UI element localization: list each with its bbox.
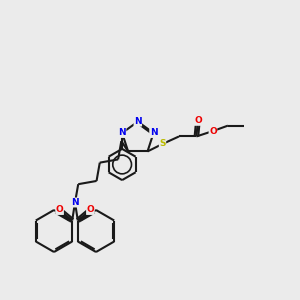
Text: N: N <box>71 198 79 207</box>
Text: O: O <box>86 206 94 214</box>
Text: N: N <box>134 117 142 126</box>
Text: O: O <box>209 127 217 136</box>
Text: O: O <box>194 116 202 125</box>
Text: N: N <box>118 128 126 137</box>
Text: S: S <box>159 140 166 148</box>
Text: N: N <box>150 128 157 137</box>
Text: O: O <box>56 206 64 214</box>
